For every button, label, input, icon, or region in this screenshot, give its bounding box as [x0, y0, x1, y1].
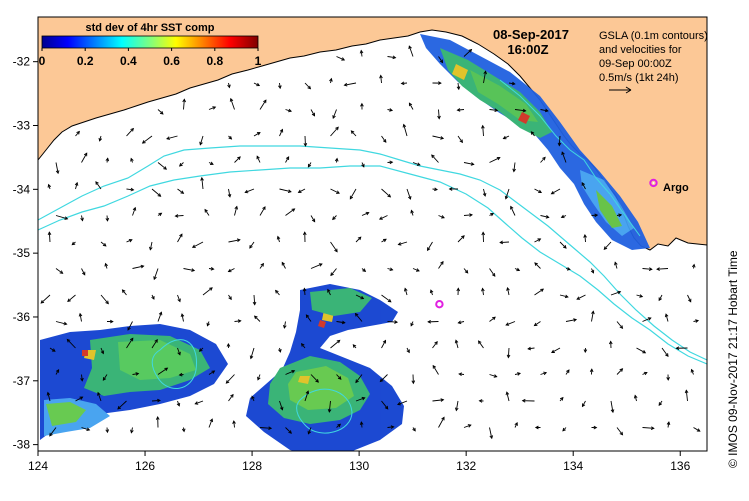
colorbar-gradient	[42, 36, 258, 48]
y-tick-label: -32	[13, 55, 31, 69]
colorbar-tick-label: 0.2	[77, 54, 94, 68]
colorbar-tick-label: 1	[255, 54, 262, 68]
colorbar-title: std dev of 4hr SST comp	[86, 22, 215, 34]
y-axis: -32 -33 -34 -35 -36 -37 -38	[13, 55, 38, 452]
x-tick-label: 134	[563, 459, 583, 473]
colorbar-tick-label: 0.6	[163, 54, 180, 68]
argo-marker-center	[652, 182, 654, 184]
colorbar-tick-label: 0.4	[120, 54, 137, 68]
y-tick-label: -37	[13, 374, 31, 388]
x-tick-label: 132	[456, 459, 476, 473]
x-tick-label: 136	[670, 459, 690, 473]
y-tick-label: -34	[13, 182, 31, 196]
x-axis: 124 126 128 130 132 134 136	[28, 451, 691, 473]
legend-line: GSLA (0.1m contours)	[599, 30, 708, 42]
y-tick-label: -36	[13, 310, 31, 324]
argo-marker-center	[438, 303, 440, 305]
map-time: 16:00Z	[507, 42, 548, 57]
colorbar-tick-label: 0.8	[206, 54, 223, 68]
legend-line: 09-Sep 00:00Z	[599, 58, 672, 70]
y-tick-label: -33	[13, 119, 31, 133]
argo-label: Argo	[663, 182, 689, 194]
legend-line: and velocities for	[599, 44, 682, 56]
legend-line: 0.5m/s (1kt 24h)	[599, 72, 678, 84]
map-date: 08-Sep-2017	[493, 27, 569, 42]
y-tick-label: -35	[13, 246, 31, 260]
x-tick-label: 128	[242, 459, 262, 473]
credit-text: © IMOS 09-Nov-2017 21:17 Hobart Time	[726, 250, 740, 468]
x-tick-label: 130	[349, 459, 369, 473]
y-tick-label: -38	[13, 438, 31, 452]
x-tick-label: 126	[135, 459, 155, 473]
colorbar-tick-label: 0	[39, 54, 46, 68]
x-tick-label: 124	[28, 459, 48, 473]
